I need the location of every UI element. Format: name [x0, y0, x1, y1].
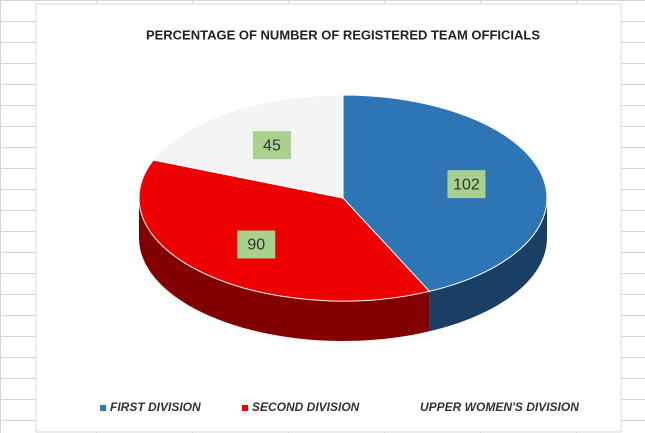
legend-swatch [410, 405, 416, 411]
slice [342, 94, 548, 292]
legend-label: FIRST DIVISION [110, 400, 201, 414]
data-label-box [237, 230, 276, 259]
slice-side [139, 198, 430, 341]
slice [138, 159, 431, 302]
legend-label: SECOND DIVISION [252, 400, 360, 414]
data-label-box [447, 170, 486, 199]
data-label: 45 [263, 137, 281, 154]
data-label: 90 [247, 237, 265, 254]
slice [152, 94, 344, 199]
data-label: 102 [453, 176, 480, 193]
legend-label: UPPER WOMEN'S DIVISION [420, 400, 579, 414]
chart-title: PERCENTAGE OF NUMBER OF REGISTERED TEAM … [146, 27, 540, 42]
legend-swatch [242, 405, 248, 411]
data-label-box [252, 131, 291, 160]
legend-swatch [100, 405, 106, 411]
slice-side [429, 198, 547, 332]
